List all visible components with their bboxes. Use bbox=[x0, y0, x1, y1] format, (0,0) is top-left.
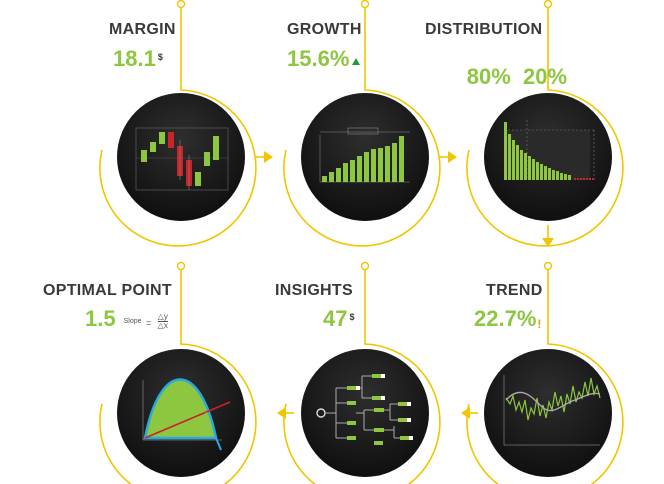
step-value-optimal-point: 1.5 Slope = △y △x bbox=[85, 306, 168, 332]
trend-value: 22.7% bbox=[474, 306, 537, 331]
candlestick-icon bbox=[135, 127, 229, 191]
step-value-distribution: 80% 20% bbox=[449, 46, 567, 108]
step-title-margin: MARGIN bbox=[109, 21, 176, 38]
slope-equals: = bbox=[145, 318, 152, 328]
insights-unit: $ bbox=[349, 311, 355, 322]
bar-growth-icon bbox=[319, 127, 410, 183]
arrow-down-icon bbox=[542, 225, 554, 247]
ring-distribution bbox=[466, 0, 624, 247]
pareto-icon bbox=[504, 120, 595, 180]
distribution-value: 80% 20% bbox=[466, 64, 568, 89]
disc-trend bbox=[484, 349, 612, 477]
exclamation-icon: ! bbox=[537, 317, 542, 331]
slope-denominator: △x bbox=[157, 321, 168, 331]
optimal-point-value: 1.5 bbox=[85, 306, 116, 331]
step-value-trend: 22.7%! bbox=[474, 306, 541, 332]
slope-fraction: △y △x bbox=[157, 312, 168, 331]
step-title-growth: GROWTH bbox=[287, 21, 362, 38]
ring-insights bbox=[283, 261, 441, 484]
step-value-margin: 18.1 $ bbox=[113, 46, 163, 72]
decision-tree-icon bbox=[316, 374, 413, 445]
arrow-right-icon bbox=[440, 151, 457, 163]
step-value-insights: 47 $ bbox=[323, 306, 355, 332]
trend-line-icon bbox=[503, 375, 601, 446]
disc-insights bbox=[301, 349, 429, 477]
margin-unit: $ bbox=[157, 51, 163, 62]
up-triangle-icon bbox=[352, 58, 361, 65]
ring-optimal-point bbox=[99, 261, 257, 484]
slope-label: Slope bbox=[123, 318, 142, 326]
step-value-growth: 15.6% bbox=[287, 46, 361, 72]
arrow-left-icon bbox=[277, 407, 294, 419]
step-title-trend: TREND bbox=[486, 282, 543, 299]
ring-growth bbox=[283, 0, 441, 247]
arrow-right-icon bbox=[256, 151, 273, 163]
slope-numerator: △y bbox=[157, 312, 168, 323]
step-title-optimal-point: OPTIMAL POINT bbox=[43, 282, 172, 299]
ring-margin bbox=[99, 0, 257, 247]
margin-value: 18.1 bbox=[113, 46, 156, 71]
ring-trend bbox=[466, 261, 624, 484]
insights-value: 47 bbox=[323, 306, 348, 331]
arrow-left-icon bbox=[461, 407, 478, 419]
optimal-curve-icon bbox=[142, 378, 231, 451]
step-title-distribution: DISTRIBUTION bbox=[425, 21, 543, 38]
growth-value: 15.6% bbox=[287, 46, 350, 71]
step-title-insights: INSIGHTS bbox=[275, 282, 353, 299]
